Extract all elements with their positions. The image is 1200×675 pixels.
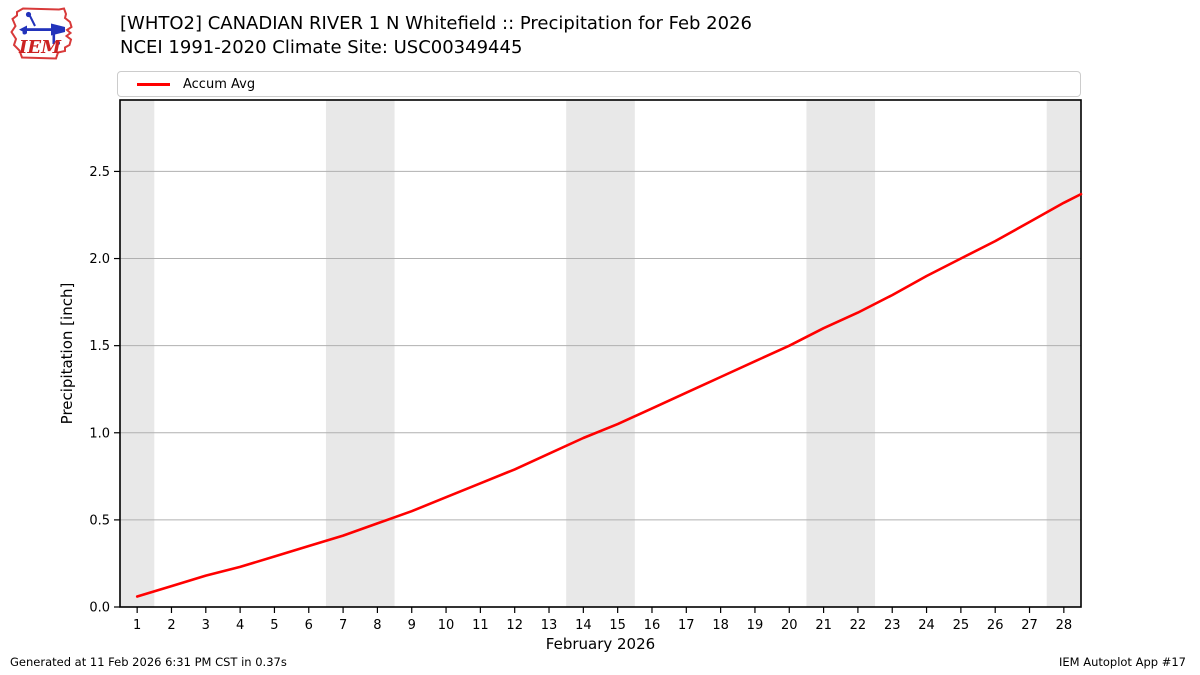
weather-vane-icon [19, 11, 65, 45]
chart-subtitle: NCEI 1991-2020 Climate Site: USC00349445 [120, 37, 523, 58]
y-axis-label: Precipitation [inch] [58, 283, 76, 425]
y-tick-label: 1.5 [89, 339, 110, 354]
x-tick-label: 10 [438, 618, 455, 633]
iowa-outline-logo: IEM [10, 7, 73, 60]
accum-avg-line [135, 192, 1083, 598]
x-tick-label: 27 [1021, 618, 1038, 633]
x-tick-label: 24 [918, 618, 935, 633]
x-tick-label: 5 [270, 618, 278, 633]
x-tick-label: 17 [678, 618, 695, 633]
x-tick-label: 7 [339, 618, 347, 633]
x-tick-label: 9 [408, 618, 416, 633]
x-tick-label: 8 [373, 618, 381, 633]
x-tick-label: 12 [506, 618, 523, 633]
x-tick-label: 1 [133, 618, 141, 633]
weekend-band [806, 100, 876, 607]
x-tick-label: 14 [575, 618, 592, 633]
x-tick-label: 13 [541, 618, 558, 633]
iowa-state-shape [10, 7, 73, 60]
weekend-band [120, 100, 155, 607]
x-tick-label: 26 [987, 618, 1004, 633]
x-tick-label: 28 [1056, 618, 1073, 633]
title-block: [WHTO2] CANADIAN RIVER 1 N Whitefield ::… [120, 12, 752, 60]
weekend-band [325, 100, 395, 607]
legend-label: Accum Avg [183, 76, 256, 92]
x-tick-label: 21 [815, 618, 832, 633]
y-tick-label: 2.5 [89, 165, 110, 180]
x-tick-label: 3 [202, 618, 210, 633]
x-tick-label: 25 [953, 618, 970, 633]
x-tick-label: 16 [644, 618, 661, 633]
legend-box: Accum Avg [117, 71, 1081, 97]
y-tick-label: 1.0 [89, 426, 110, 441]
x-tick-label: 18 [712, 618, 729, 633]
y-tick-label: 0.0 [89, 601, 110, 616]
x-tick-label: 23 [884, 618, 901, 633]
weekend-band [566, 100, 635, 607]
x-tick-label: 22 [850, 618, 867, 633]
x-tick-label: 20 [781, 618, 798, 633]
y-tick-label: 2.0 [89, 252, 110, 267]
x-tick-label: 19 [747, 618, 764, 633]
iem-logo: IEM [8, 5, 78, 63]
generated-timestamp: Generated at 11 Feb 2026 6:31 PM CST in … [10, 655, 287, 669]
x-tick-label: 15 [609, 618, 626, 633]
chart-title: [WHTO2] CANADIAN RIVER 1 N Whitefield ::… [120, 13, 752, 34]
weekend-band [1046, 100, 1081, 607]
plot-border [119, 99, 1082, 608]
app-credit: IEM Autoplot App #17 [1058, 655, 1186, 669]
y-tick-label: 0.5 [89, 513, 110, 528]
iem-logo-text: IEM [18, 37, 62, 58]
x-tick-label: 11 [472, 618, 489, 633]
x-tick-label: 6 [305, 618, 313, 633]
legend-line-swatch [137, 82, 170, 86]
x-axis-label: February 2026 [546, 635, 655, 653]
x-tick-label: 4 [236, 618, 244, 633]
x-tick-label: 2 [167, 618, 175, 633]
